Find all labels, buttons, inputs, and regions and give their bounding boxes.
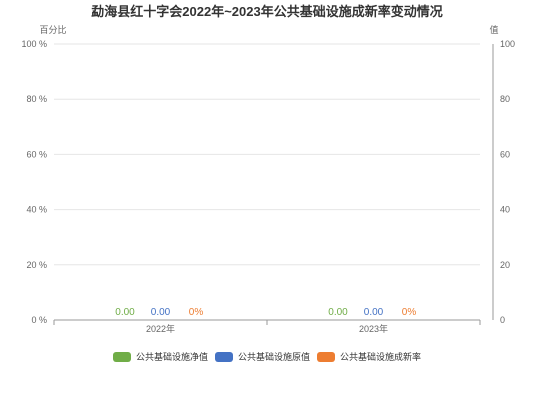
legend-label-renewal-rate: 公共基础设施成新率 (340, 352, 422, 362)
y-left-tick-label: 100 % (21, 39, 47, 49)
legend-swatch-renewal-rate (317, 352, 335, 362)
x-category-label: 2023年 (359, 323, 388, 334)
data-label: 0.00 (151, 307, 171, 318)
legend-item-net-value[interactable]: 公共基础设施净值 (112, 351, 208, 363)
legend-item-original-value[interactable]: 公共基础设施原值 (214, 351, 310, 363)
gridlines (54, 43, 480, 266)
chart-title: 勐海县红十字会2022年~2023年公共基础设施成新率变动情况 (91, 4, 442, 19)
y-left-tick-label: 20 % (26, 260, 47, 270)
legend-label-net-value: 公共基础设施净值 (135, 352, 208, 362)
y-right-tick-label: 20 (500, 260, 510, 270)
y-right-axis-title: 值 (489, 24, 498, 35)
y-right-tick-label: 100 (500, 39, 515, 49)
data-label: 0.00 (364, 307, 384, 318)
data-labels: 0.00 0.00 0.00 0.00 0% 0% (115, 307, 416, 318)
y-right-tick-label: 40 (500, 205, 510, 215)
x-category-label: 2022年 (146, 323, 175, 334)
legend: 公共基础设施净值 公共基础设施原值 公共基础设施成新率 (0, 351, 534, 363)
legend-label-original-value: 公共基础设施原值 (237, 352, 310, 362)
legend-item-renewal-rate[interactable]: 公共基础设施成新率 (317, 351, 421, 363)
y-left-tick-label: 60 % (26, 149, 47, 159)
y-right-tick-label: 60 (500, 149, 510, 159)
y-right-tick-label: 80 (500, 94, 510, 104)
data-label: 0% (402, 307, 417, 318)
y-left-tick-label: 0 % (31, 315, 47, 325)
y-left-tick-label: 40 % (26, 205, 47, 215)
legend-swatch-original-value (214, 352, 233, 362)
y-right-tick-label: 0 (500, 315, 505, 325)
data-label: 0% (189, 307, 204, 318)
data-label: 0.00 (115, 307, 135, 318)
data-label: 0.00 (328, 307, 348, 318)
legend-swatch-net-value (112, 352, 131, 362)
axes: 0 % 20 % 40 % 60 % 80 % 100 % 0 20 40 60 80 100 2022… (21, 39, 515, 334)
y-left-axis-title: 百分比 (39, 24, 66, 35)
y-left-tick-label: 80 % (26, 94, 47, 104)
